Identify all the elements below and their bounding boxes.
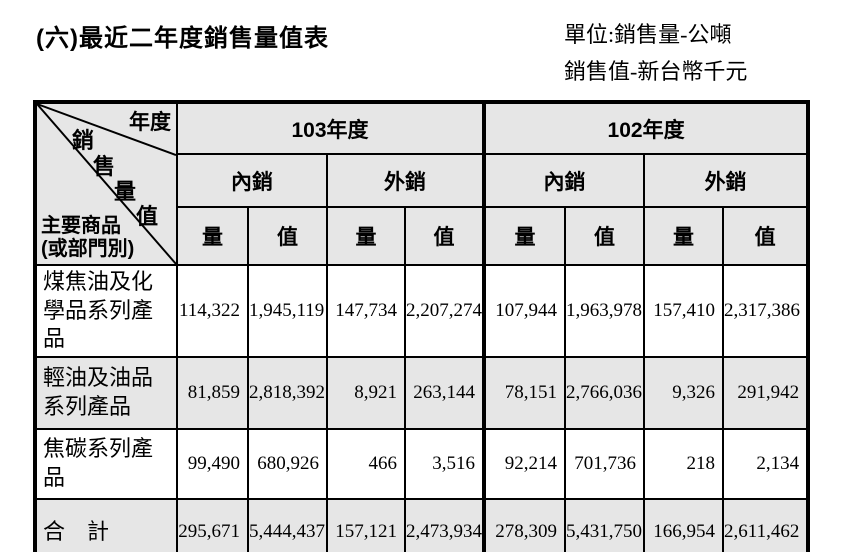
diagonal-lines: [37, 104, 175, 263]
unit-note: 單位:銷售量-公噸 銷售值-新台幣千元: [564, 16, 747, 90]
sales-volume-value-table: 年度 銷 售 量 值 主要商品 (或部門別) 103年度 102年度 內銷 外銷…: [33, 100, 811, 552]
cell-value: 218: [643, 427, 725, 500]
cell-value: 157,121: [326, 497, 406, 552]
cell-value: 107,944: [482, 264, 567, 358]
table-row: 輕油及油品系列產品 81,859 2,818,392 8,921 263,144…: [34, 355, 810, 430]
cell-value: 166,954: [643, 497, 725, 552]
cell-value: 5,444,437: [247, 497, 328, 552]
cell-value: 2,766,036: [564, 355, 646, 430]
table-row: 焦碳系列產品 99,490 680,926 466 3,516 92,214 7…: [34, 427, 810, 500]
cell-value: 99,490: [176, 427, 249, 500]
cell-value: 466: [326, 427, 406, 500]
measure-header: 值: [564, 206, 646, 266]
cell-value: 2,611,462: [722, 497, 810, 552]
cell-value: 701,736: [564, 427, 646, 500]
cell-value: 157,410: [643, 264, 725, 358]
corner-product-line2: (或部門別): [41, 238, 135, 260]
corner-diag-char: 售: [93, 154, 116, 179]
cell-value: 78,151: [482, 355, 567, 430]
corner-diag-char: 銷: [72, 128, 95, 153]
cell-value: 295,671: [176, 497, 249, 552]
page-title: (六)最近二年度銷售量值表: [36, 25, 329, 52]
measure-header: 量: [482, 206, 567, 266]
channel-header-domestic-103: 內銷: [176, 153, 328, 208]
cell-value: 2,207,274: [403, 264, 486, 358]
cell-value: 2,473,934: [403, 497, 486, 552]
measure-header: 量: [326, 206, 406, 266]
cell-value: 1,963,978: [564, 264, 646, 358]
table-row-total: 合 計 295,671 5,444,437 157,121 2,473,934 …: [34, 497, 810, 552]
corner-product-line1: 主要商品: [41, 215, 121, 237]
measure-header: 值: [722, 206, 810, 266]
row-label-coke: 焦碳系列產品: [34, 427, 178, 500]
corner-diag-char: 量: [114, 179, 137, 204]
year-group-102: 102年度: [482, 101, 810, 155]
cell-value: 5,431,750: [564, 497, 646, 552]
cell-value: 92,214: [482, 427, 567, 500]
cell-value: 81,859: [176, 355, 249, 430]
cell-value: 278,309: [482, 497, 567, 552]
measure-header: 量: [176, 206, 249, 266]
corner-year-label: 年度: [129, 111, 171, 134]
cell-value: 1,945,119: [247, 264, 328, 358]
measure-header: 值: [403, 206, 486, 266]
measure-header: 量: [643, 206, 725, 266]
cell-value: 8,921: [326, 355, 406, 430]
table-corner-cell: 年度 銷 售 量 值 主要商品 (或部門別): [34, 101, 178, 266]
cell-value: 2,134: [722, 427, 810, 500]
table-row: 煤焦油及化學品系列產品 114,322 1,945,119 147,734 2,…: [34, 264, 810, 358]
cell-value: 263,144: [403, 355, 486, 430]
year-group-103: 103年度: [175, 101, 486, 155]
cell-value: 114,322: [176, 264, 249, 358]
measure-header: 值: [247, 206, 328, 266]
row-label-coal-tar: 煤焦油及化學品系列產品: [34, 264, 178, 358]
corner-diag-char: 值: [136, 204, 159, 229]
channel-header-export-102: 外銷: [643, 153, 810, 208]
cell-value: 147,734: [326, 264, 406, 358]
cell-value: 2,317,386: [722, 264, 810, 358]
unit-line-value: 銷售值-新台幣千元: [564, 59, 748, 84]
cell-value: 291,942: [722, 355, 810, 430]
unit-line-volume: 單位:銷售量-公噸: [564, 22, 732, 47]
cell-value: 680,926: [247, 427, 328, 500]
cell-value: 2,818,392: [247, 355, 328, 430]
row-label-total: 合 計: [34, 497, 178, 552]
cell-value: 9,326: [643, 355, 725, 430]
corner-product-label: 主要商品 (或部門別): [41, 215, 134, 261]
row-label-light-oil: 輕油及油品系列產品: [34, 355, 178, 430]
channel-header-domestic-102: 內銷: [482, 153, 646, 208]
cell-value: 3,516: [403, 427, 486, 500]
channel-header-export-103: 外銷: [325, 153, 486, 208]
